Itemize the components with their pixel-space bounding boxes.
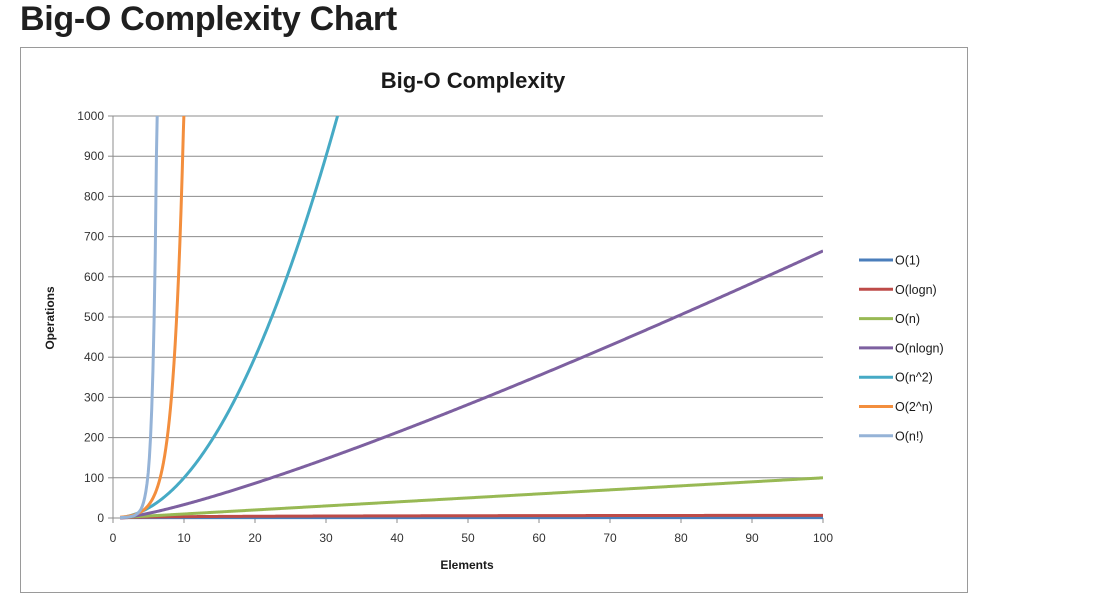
y-tick-label: 0 [97, 511, 104, 525]
y-tick-label: 800 [84, 189, 104, 203]
x-tick-label: 0 [110, 531, 117, 545]
y-tick-label: 1000 [77, 109, 104, 123]
legend-label: O(n) [895, 312, 920, 326]
x-tick-label: 80 [674, 531, 688, 545]
y-tick-label: 400 [84, 350, 104, 364]
legend: O(1) O(logn) O(n) O(nlogn) O(n^2) O(2^n) O(n!) [859, 254, 944, 443]
x-tick-label: 40 [390, 531, 404, 545]
x-tick-label: 70 [603, 531, 617, 545]
tick-labels: 0 100 200 300 400 500 600 700 800 900 1000 0 10 20 30 4… [77, 109, 833, 545]
gridlines [113, 115, 823, 479]
x-tick-label: 20 [248, 531, 262, 545]
y-tick-label: 100 [84, 471, 104, 485]
y-tick-label: 600 [84, 270, 104, 284]
series-line-o-n [119, 476, 823, 520]
y-tick-label: 900 [84, 149, 104, 163]
y-tick-label: 500 [84, 310, 104, 324]
axes [108, 115, 824, 523]
series-line-o-n [119, 116, 159, 520]
series-line-o-2-n [119, 116, 186, 519]
legend-label: O(1) [895, 254, 920, 268]
y-tick-label: 300 [84, 390, 104, 404]
chart-frame: Big-O Complexity 0 100 200 300 400 500 600 700 8… [20, 47, 968, 593]
page-title: Big-O Complexity Chart [20, 0, 397, 38]
series-line-o-logn [119, 513, 823, 520]
legend-label: O(n!) [895, 429, 923, 443]
x-tick-label: 100 [813, 531, 833, 545]
x-tick-label: 50 [461, 531, 475, 545]
x-tick-label: 90 [745, 531, 759, 545]
x-tick-label: 10 [177, 531, 191, 545]
series-line-o-n-2 [119, 116, 340, 520]
series-lines [119, 116, 823, 520]
x-axis-label: Elements [440, 558, 494, 572]
legend-label: O(nlogn) [895, 341, 944, 355]
x-tick-label: 60 [532, 531, 546, 545]
y-tick-label: 700 [84, 230, 104, 244]
big-o-line-chart: Big-O Complexity 01002003004005006007008… [43, 68, 944, 572]
x-tick-label: 30 [319, 531, 333, 545]
legend-label: O(logn) [895, 283, 937, 297]
legend-label: O(2^n) [895, 400, 933, 414]
y-tick-label: 200 [84, 431, 104, 445]
y-axis-label: Operations [43, 286, 57, 350]
chart-title: Big-O Complexity [381, 68, 566, 93]
legend-label: O(n^2) [895, 371, 933, 385]
series-line-o-nlogn [119, 249, 823, 520]
